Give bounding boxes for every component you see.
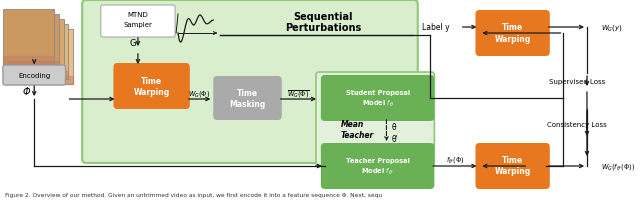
Text: Time: Time <box>141 77 162 86</box>
Text: Model $f_{\theta'}$: Model $f_{\theta'}$ <box>361 166 394 176</box>
Text: G: G <box>130 38 136 47</box>
Text: Model $f_\theta$: Model $f_\theta$ <box>362 98 394 109</box>
Text: $W_G(f_{\theta'}(\Phi))$: $W_G(f_{\theta'}(\Phi))$ <box>601 161 635 171</box>
Text: Time: Time <box>502 156 523 165</box>
Text: Perturbations: Perturbations <box>285 23 361 33</box>
FancyBboxPatch shape <box>3 10 54 65</box>
FancyBboxPatch shape <box>100 6 175 38</box>
FancyBboxPatch shape <box>22 30 74 85</box>
FancyBboxPatch shape <box>82 1 418 163</box>
Text: θ': θ' <box>391 135 398 144</box>
Text: Sequential: Sequential <box>293 12 353 22</box>
Text: Supervised Loss: Supervised Loss <box>549 79 605 85</box>
FancyBboxPatch shape <box>213 77 282 120</box>
Text: Time: Time <box>502 23 523 32</box>
Text: θ: θ <box>391 122 396 131</box>
Text: Teacher: Teacher <box>340 130 374 139</box>
Text: Φ: Φ <box>22 87 30 97</box>
Text: Warping: Warping <box>134 88 170 97</box>
Text: Time: Time <box>237 89 258 98</box>
FancyBboxPatch shape <box>18 25 68 80</box>
Text: Consistency Loss: Consistency Loss <box>547 121 607 127</box>
FancyBboxPatch shape <box>3 66 65 86</box>
Text: MTND: MTND <box>127 12 148 18</box>
Text: Encoding: Encoding <box>18 73 51 79</box>
FancyBboxPatch shape <box>476 11 550 57</box>
Text: Warping: Warping <box>495 167 531 176</box>
Text: Student Proposal: Student Proposal <box>346 90 410 96</box>
Text: $W_G(\Phi)$: $W_G(\Phi)$ <box>189 89 211 99</box>
FancyBboxPatch shape <box>316 73 435 166</box>
FancyBboxPatch shape <box>113 64 190 109</box>
Text: Sampler: Sampler <box>124 22 152 28</box>
FancyBboxPatch shape <box>476 143 550 189</box>
Text: $\overline{W_G(\Phi)}$: $\overline{W_G(\Phi)}$ <box>287 88 310 99</box>
Text: Teacher Proposal: Teacher Proposal <box>346 157 410 163</box>
Text: $f_{\theta'}(\Phi)$: $f_{\theta'}(\Phi)$ <box>445 154 464 164</box>
FancyBboxPatch shape <box>13 20 63 75</box>
Text: Label y: Label y <box>422 23 449 32</box>
Text: Warping: Warping <box>495 34 531 43</box>
FancyBboxPatch shape <box>321 143 435 189</box>
FancyBboxPatch shape <box>321 76 435 121</box>
Text: Masking: Masking <box>229 100 266 109</box>
FancyBboxPatch shape <box>8 15 59 70</box>
Text: $W_G(y)$: $W_G(y)$ <box>601 23 623 33</box>
Text: Mean: Mean <box>340 120 364 129</box>
Text: Figure 2. Overview of our method. Given an untrimmed video as input, we first en: Figure 2. Overview of our method. Given … <box>5 193 382 198</box>
